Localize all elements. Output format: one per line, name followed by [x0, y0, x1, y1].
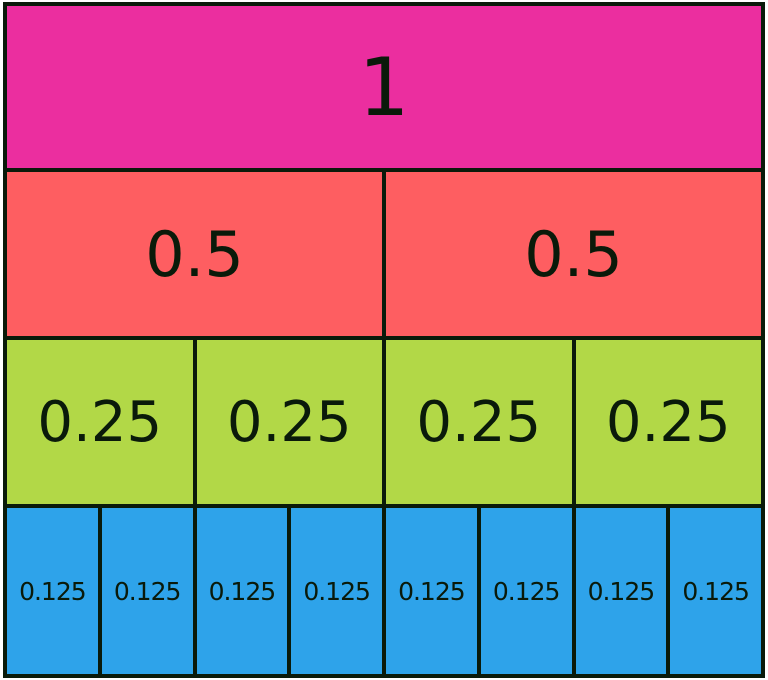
fraction-cell: 0.125 [3, 504, 102, 678]
fraction-cell: 1 [3, 2, 765, 172]
fraction-cell: 0.125 [192, 504, 292, 678]
fraction-cell: 0.5 [3, 168, 386, 340]
fraction-cell: 0.25 [192, 336, 386, 508]
fraction-cell: 0.25 [571, 336, 765, 508]
fraction-cell: 0.125 [666, 504, 765, 678]
fraction-row-3: 0.125 0.125 0.125 0.125 0.125 0.125 0.125 0.125 [3, 504, 765, 678]
fraction-cell: 0.5 [382, 168, 765, 340]
fraction-cell: 0.125 [476, 504, 576, 678]
fraction-cell: 0.125 [571, 504, 671, 678]
fraction-row-1: 0.5 0.5 [3, 168, 765, 340]
fraction-cell: 0.125 [382, 504, 481, 678]
fraction-row-0: 1 [3, 2, 765, 172]
fraction-cell: 0.25 [382, 336, 576, 508]
fraction-cell: 0.125 [287, 504, 386, 678]
fraction-cell: 0.25 [3, 336, 197, 508]
fraction-row-2: 0.25 0.25 0.25 0.25 [3, 336, 765, 508]
fraction-cell: 0.125 [97, 504, 197, 678]
